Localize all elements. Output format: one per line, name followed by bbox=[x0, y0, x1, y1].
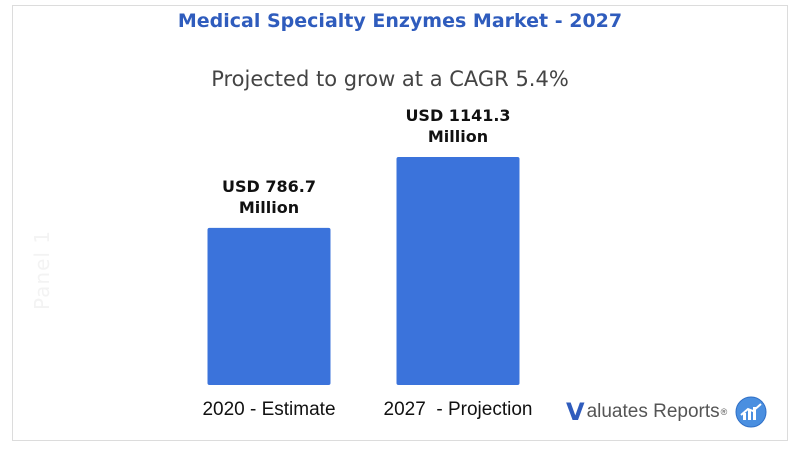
bar-1 bbox=[207, 227, 331, 385]
chart-title: Medical Specialty Enzymes Market - 2027 bbox=[177, 10, 623, 32]
category-label-2: 2027 - Projection bbox=[384, 399, 533, 420]
data-label-2-line-1: USD 1141.3 bbox=[405, 106, 510, 125]
logo-letter: V bbox=[566, 398, 585, 426]
data-label-2-line-2: Million bbox=[428, 127, 488, 146]
logo-text: aluates Reports bbox=[586, 401, 720, 422]
chart-subtitle: Projected to grow at a CAGR 5.4% bbox=[211, 67, 569, 91]
bar-2 bbox=[396, 157, 520, 385]
data-label-1-line-2: Million bbox=[239, 198, 299, 217]
chart-globe-icon bbox=[735, 396, 767, 428]
category-label-1: 2020 - Estimate bbox=[202, 399, 335, 420]
valuates-logo: V aluates Reports ® bbox=[566, 394, 767, 430]
logo-registered-mark: ® bbox=[720, 407, 728, 417]
data-label-1-line-1: USD 786.7 bbox=[222, 177, 316, 196]
